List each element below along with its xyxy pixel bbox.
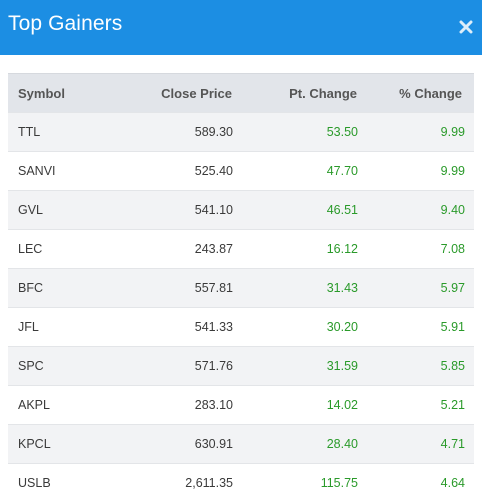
table-row[interactable]: BFC 557.81 31.43 5.97 — [8, 268, 474, 308]
symbol-cell: GVL — [8, 190, 123, 230]
table-header-row: Symbol Close Price Pt. Change % Change — [8, 73, 474, 113]
table-row[interactable]: SPC 571.76 31.59 5.85 — [8, 346, 474, 386]
table-row[interactable]: GVL 541.10 46.51 9.40 — [8, 190, 474, 230]
modal-header: Top Gainers — [0, 0, 482, 55]
pct-change-cell: 4.71 — [362, 424, 474, 464]
pt-change-cell: 53.50 — [237, 112, 362, 152]
table-row[interactable]: USLB 2,611.35 115.75 4.64 — [8, 463, 474, 496]
pt-change-cell: 31.43 — [237, 268, 362, 308]
table-row[interactable]: TTL 589.30 53.50 9.99 — [8, 112, 474, 152]
symbol-cell: JFL — [8, 307, 123, 347]
pt-change-cell: 31.59 — [237, 346, 362, 386]
pct-change-cell: 9.99 — [362, 112, 474, 152]
table-row[interactable]: AKPL 283.10 14.02 5.21 — [8, 385, 474, 425]
symbol-cell: SPC — [8, 346, 123, 386]
column-header-pct-change[interactable]: % Change — [362, 73, 474, 113]
close-price-cell: 541.10 — [123, 190, 237, 230]
pt-change-cell: 14.02 — [237, 385, 362, 425]
pct-change-cell: 5.91 — [362, 307, 474, 347]
column-header-pt-change[interactable]: Pt. Change — [237, 73, 362, 113]
gainers-table: Symbol Close Price Pt. Change % Change T… — [8, 73, 474, 496]
close-price-cell: 541.33 — [123, 307, 237, 347]
close-price-cell: 243.87 — [123, 229, 237, 269]
close-price-cell: 525.40 — [123, 151, 237, 191]
gainers-table-container: Symbol Close Price Pt. Change % Change T… — [8, 73, 474, 496]
table-row[interactable]: KPCL 630.91 28.40 4.71 — [8, 424, 474, 464]
table-row[interactable]: JFL 541.33 30.20 5.91 — [8, 307, 474, 347]
pct-change-cell: 5.21 — [362, 385, 474, 425]
symbol-cell: KPCL — [8, 424, 123, 464]
pt-change-cell: 115.75 — [237, 463, 362, 496]
pct-change-cell: 7.08 — [362, 229, 474, 269]
table-row[interactable]: LEC 243.87 16.12 7.08 — [8, 229, 474, 269]
pct-change-cell: 5.97 — [362, 268, 474, 308]
column-header-symbol[interactable]: Symbol — [8, 73, 123, 113]
close-price-cell: 630.91 — [123, 424, 237, 464]
pt-change-cell: 46.51 — [237, 190, 362, 230]
pt-change-cell: 16.12 — [237, 229, 362, 269]
close-button[interactable] — [456, 16, 476, 38]
pt-change-cell: 47.70 — [237, 151, 362, 191]
column-header-close-price[interactable]: Close Price — [123, 73, 237, 113]
pct-change-cell: 9.40 — [362, 190, 474, 230]
close-icon — [459, 20, 473, 34]
pt-change-cell: 30.20 — [237, 307, 362, 347]
symbol-cell: TTL — [8, 112, 123, 152]
pct-change-cell: 5.85 — [362, 346, 474, 386]
table-row[interactable]: SANVI 525.40 47.70 9.99 — [8, 151, 474, 191]
symbol-cell: USLB — [8, 463, 123, 496]
symbol-cell: AKPL — [8, 385, 123, 425]
pt-change-cell: 28.40 — [237, 424, 362, 464]
close-price-cell: 557.81 — [123, 268, 237, 308]
close-price-cell: 283.10 — [123, 385, 237, 425]
pct-change-cell: 9.99 — [362, 151, 474, 191]
close-price-cell: 589.30 — [123, 112, 237, 152]
close-price-cell: 2,611.35 — [123, 463, 237, 496]
symbol-cell: BFC — [8, 268, 123, 308]
symbol-cell: LEC — [8, 229, 123, 269]
modal-title: Top Gainers — [8, 12, 123, 35]
close-price-cell: 571.76 — [123, 346, 237, 386]
pct-change-cell: 4.64 — [362, 463, 474, 496]
symbol-cell: SANVI — [8, 151, 123, 191]
